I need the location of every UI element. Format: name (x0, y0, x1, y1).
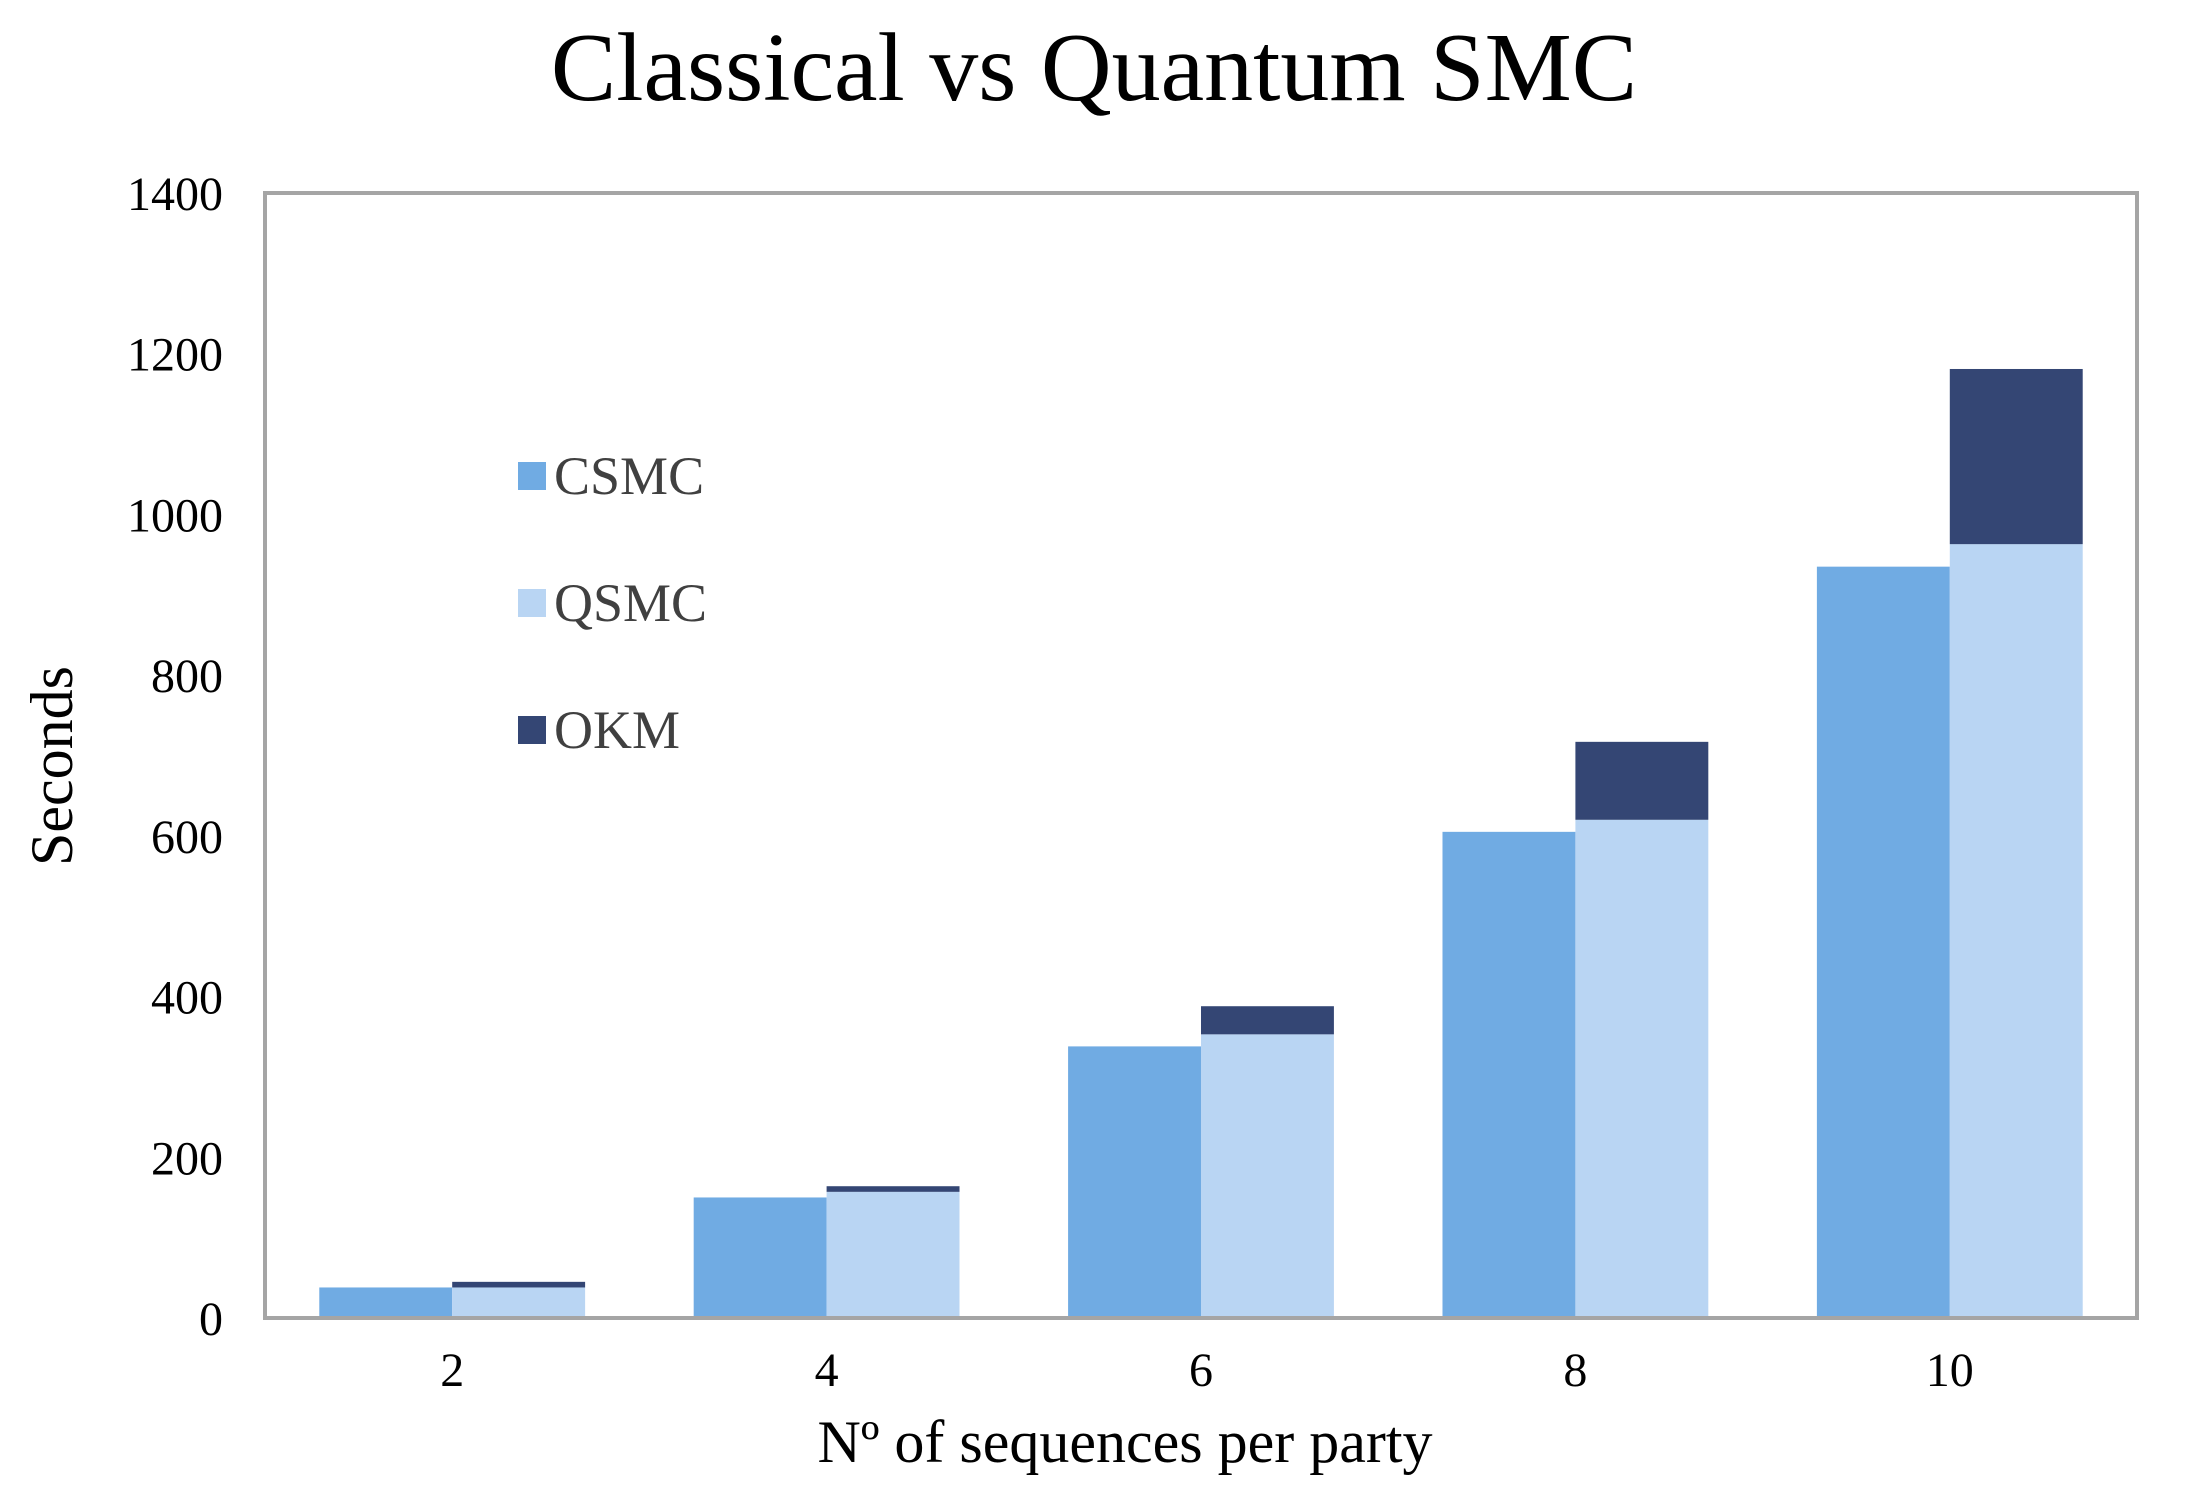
bars-group (319, 368, 2083, 1318)
y-axis-label: Seconds (19, 666, 85, 866)
x-tick-label: 2 (440, 1344, 464, 1397)
y-tick-label: 0 (199, 1293, 223, 1346)
legend-swatch-csmc (518, 462, 546, 490)
bar-qsmc-10 (1949, 544, 2083, 1318)
legend-swatch-okm (518, 716, 546, 744)
legend-swatch-qsmc (518, 589, 546, 617)
bar-csmc-10 (1816, 566, 1950, 1318)
plot-frame (263, 191, 2139, 1320)
bar-okm-4 (826, 1186, 960, 1192)
y-tick-label: 1200 (127, 329, 223, 382)
bar-qsmc-8 (1575, 819, 1709, 1318)
y-tick-label: 1400 (127, 168, 223, 221)
bar-csmc-2 (319, 1287, 453, 1318)
bar-qsmc-4 (826, 1191, 960, 1318)
x-axis-label: Nº of sequences per party (817, 1409, 1432, 1475)
bar-csmc-4 (693, 1197, 827, 1318)
x-tick-label: 10 (1926, 1344, 1974, 1397)
bar-csmc-6 (1068, 1046, 1201, 1318)
bar-okm-8 (1575, 741, 1709, 820)
legend-label-qsmc: QSMC (554, 573, 707, 633)
chart-title: Classical vs Quantum SMC (551, 14, 1637, 122)
x-tick-label: 4 (815, 1344, 839, 1397)
y-tick-label: 800 (151, 650, 223, 703)
y-ticks-group: 0 200 400 600 800 1000 1200 1400 (127, 168, 223, 1346)
bar-okm-6 (1201, 1006, 1334, 1035)
bar-qsmc-2 (452, 1287, 586, 1318)
y-tick-label: 1000 (127, 489, 223, 542)
bar-qsmc-6 (1201, 1034, 1334, 1318)
y-tick-label: 200 (151, 1132, 223, 1185)
bar-okm-10 (1949, 368, 2083, 545)
y-tick-label: 400 (151, 972, 223, 1025)
bar-okm-2 (452, 1281, 586, 1288)
legend-label-okm: OKM (554, 700, 680, 760)
x-tick-label: 8 (1563, 1344, 1587, 1397)
legend: CSMC QSMC OKM (518, 446, 707, 760)
x-tick-label: 6 (1189, 1344, 1213, 1397)
bar-csmc-8 (1442, 831, 1576, 1318)
legend-label-csmc: CSMC (554, 446, 704, 506)
x-ticks-group: 2 4 6 8 10 (440, 1344, 1974, 1397)
y-tick-label: 600 (151, 811, 223, 864)
